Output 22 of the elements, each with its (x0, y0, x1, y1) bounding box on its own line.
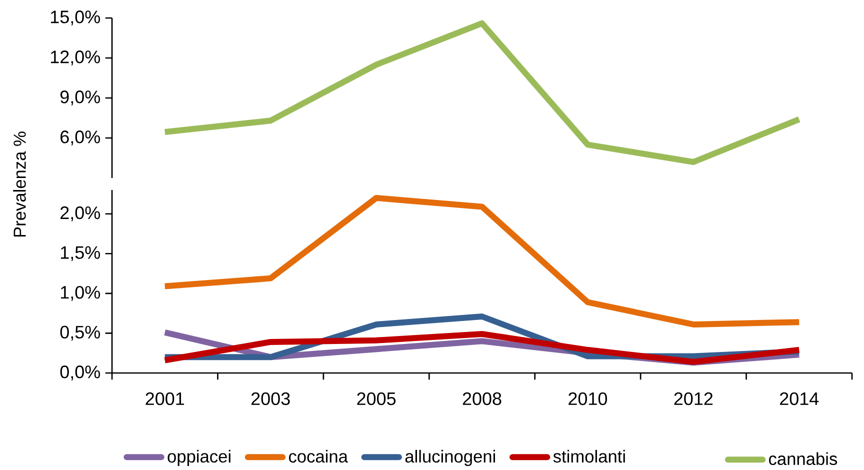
legend-label: oppiacei (168, 450, 230, 466)
legend-label: stimolanti (553, 450, 625, 463)
y-tick-label: 6,0% (60, 130, 100, 146)
x-tick-label: 2014 (780, 392, 819, 406)
y-tick-label: 0,0% (60, 366, 100, 380)
x-tick-label: 2010 (568, 392, 608, 406)
legend-label: allucinogeni (405, 450, 495, 466)
y-tick-label: 15,0% (50, 10, 100, 26)
x-tick-label: 2012 (674, 392, 713, 406)
y-tick-label: 0,5% (60, 326, 100, 341)
y-tick-label: 12,0% (50, 50, 100, 66)
legend-label: cocaina (288, 450, 348, 463)
x-tick-label: 2003 (251, 392, 290, 406)
x-tick-label: 2005 (357, 392, 396, 406)
y-axis-title: Prevalenza % (13, 132, 26, 237)
y-tick-label: 1,5% (60, 246, 100, 262)
y-tick-label: 1,0% (60, 286, 100, 301)
y-tick-label: 9,0% (60, 90, 100, 106)
y-tick-label: 2,0% (60, 206, 100, 222)
x-tick-label: 2001 (146, 392, 184, 406)
legend-label: cannabis (769, 452, 838, 466)
x-tick-label: 2008 (462, 392, 502, 406)
